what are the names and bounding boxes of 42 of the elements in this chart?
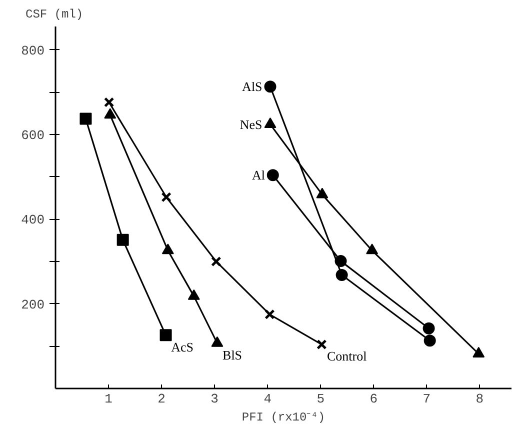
point xyxy=(336,269,348,282)
series-label: NeS xyxy=(240,116,262,132)
point xyxy=(316,339,327,350)
point xyxy=(472,346,485,358)
point xyxy=(264,117,276,128)
y-tick-label: 800 xyxy=(21,43,44,58)
point xyxy=(104,108,116,119)
y-tick-label: 400 xyxy=(21,212,44,228)
point xyxy=(160,329,172,342)
y-axis-title: CSF (ml) xyxy=(26,8,84,22)
point xyxy=(264,309,275,320)
x-tick-label: 3 xyxy=(210,392,218,406)
point xyxy=(334,255,347,268)
point xyxy=(264,80,276,93)
point xyxy=(366,244,378,254)
x-axis-title: PFI (rx10⁻⁴) xyxy=(242,410,326,424)
x-tick-label: 2 xyxy=(158,392,166,406)
series-label: AcS xyxy=(171,339,194,354)
x-tick-label: 4 xyxy=(264,392,272,406)
point xyxy=(104,97,114,108)
point xyxy=(188,289,200,300)
point xyxy=(316,188,328,198)
y-tick-label: 200 xyxy=(21,297,44,312)
point xyxy=(266,169,279,182)
point xyxy=(211,336,224,347)
x-tick-label: 8 xyxy=(476,392,484,406)
x-tick-label: 1 xyxy=(104,392,113,406)
point xyxy=(422,322,435,334)
x-tick-label: 6 xyxy=(370,392,378,406)
series-label: Al xyxy=(252,168,266,183)
point xyxy=(116,234,129,246)
point xyxy=(161,192,172,202)
x-tick-label: 7 xyxy=(422,392,431,406)
series-label: Control xyxy=(326,348,368,364)
point xyxy=(80,112,92,125)
point xyxy=(211,256,222,267)
series-label: BlS xyxy=(222,347,242,362)
x-tick-label: 5 xyxy=(316,392,325,406)
point xyxy=(162,244,174,254)
y-tick-label: 600 xyxy=(21,128,44,143)
series-label: AlS xyxy=(242,79,262,94)
point xyxy=(424,334,436,347)
